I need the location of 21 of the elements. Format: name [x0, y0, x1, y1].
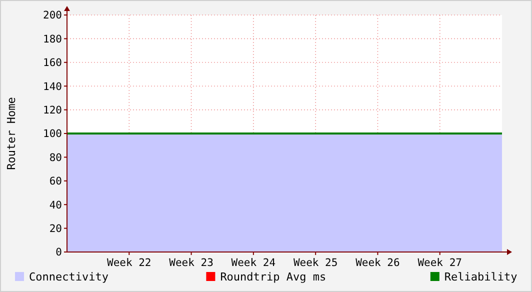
legend-label: Connectivity	[29, 270, 109, 284]
x-tick-label: Week 26	[356, 257, 400, 269]
y-tick-label: 180	[43, 33, 62, 46]
legend-label: Roundtrip Avg ms	[220, 270, 326, 284]
y-tick-label: 100	[43, 128, 62, 140]
y-tick-label: 40	[49, 199, 62, 212]
legend-label: Reliability	[444, 270, 518, 284]
y-tick-label: 200	[43, 10, 62, 22]
y-tick-label: 0	[56, 246, 62, 259]
y-tick-label: 60	[49, 176, 62, 188]
y-tick-label: 20	[49, 222, 62, 235]
y-tick-label: 160	[43, 57, 62, 70]
x-tick-label: Week 25	[293, 257, 338, 269]
y-axis-title: Router Home	[5, 97, 18, 170]
x-tick-label: Week 23	[169, 257, 214, 269]
x-tick-label: Week 27	[418, 257, 462, 269]
x-tick-label: Week 22	[107, 257, 152, 269]
y-tick-label: 140	[43, 80, 62, 93]
y-tick-label: 80	[49, 152, 62, 164]
x-tick-label: Week 24	[231, 257, 276, 269]
y-tick-label: 120	[43, 104, 62, 116]
